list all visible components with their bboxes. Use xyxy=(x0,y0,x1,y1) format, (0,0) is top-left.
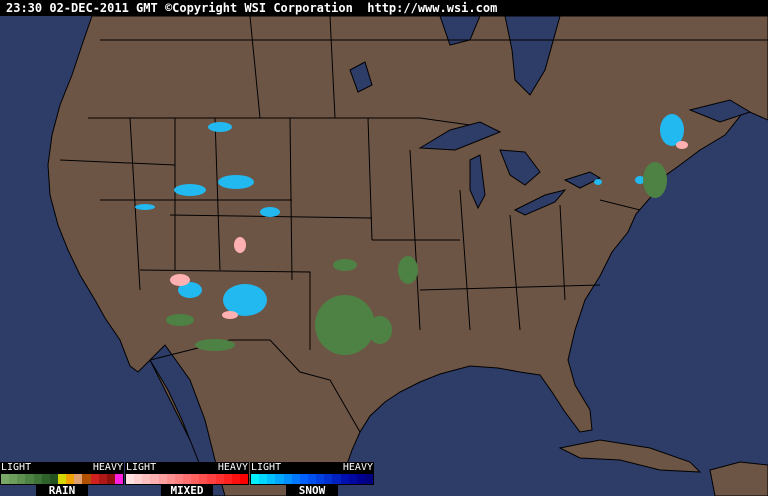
legend-swatch xyxy=(33,474,42,484)
legend-swatch xyxy=(231,474,240,484)
legend-swatch xyxy=(299,474,308,484)
legend-rain: LIGHT HEAVY RAIN xyxy=(0,462,124,496)
legend-swatch xyxy=(199,474,208,484)
legend-swatch xyxy=(174,474,183,484)
legend-mixed: LIGHT HEAVY MIXED xyxy=(125,462,249,496)
legend-heavy-label: HEAVY xyxy=(92,462,123,473)
legend-swatch xyxy=(41,474,50,484)
header-bar: 23:30 02-DEC-2011 GMT ©Copyright WSI Cor… xyxy=(0,0,768,16)
legend-swatch xyxy=(142,474,151,484)
radar-echoes xyxy=(135,114,688,355)
lake-michigan xyxy=(469,154,486,210)
legend-swatch xyxy=(207,474,216,484)
legend-swatch xyxy=(332,474,341,484)
legend-swatch xyxy=(191,474,200,484)
legend-swatch xyxy=(158,474,167,484)
mixed-echoes xyxy=(170,141,688,319)
legend-swatch xyxy=(25,474,34,484)
rain-echoes xyxy=(166,162,667,355)
legend-color-bar xyxy=(0,473,124,485)
cuba xyxy=(558,439,702,473)
legend-title: SNOW xyxy=(286,485,338,496)
legend-swatch xyxy=(267,474,276,484)
legend-swatch xyxy=(9,474,18,484)
legend-swatch xyxy=(316,474,325,484)
legend-swatch xyxy=(57,474,67,484)
legend-title: RAIN xyxy=(36,485,88,496)
legend-swatch xyxy=(49,474,58,484)
legend-swatch xyxy=(364,474,374,484)
legend-swatch xyxy=(1,474,10,484)
legend-swatch xyxy=(74,474,83,484)
legend-swatch xyxy=(291,474,300,484)
legend-heavy-label: HEAVY xyxy=(217,462,248,473)
legend-swatch xyxy=(259,474,268,484)
legend-swatch xyxy=(182,474,192,484)
james-bay xyxy=(504,16,561,96)
legend-swatch xyxy=(17,474,26,484)
legend-heavy-label: HEAVY xyxy=(342,462,373,473)
legend-swatch xyxy=(251,474,260,484)
legend-snow: LIGHT HEAVY SNOW xyxy=(250,462,374,496)
copyright: ©Copyright WSI Corporation xyxy=(164,1,353,15)
legend-swatch xyxy=(82,474,91,484)
us-map xyxy=(0,16,768,496)
legend-swatch xyxy=(66,474,75,484)
legend-swatch xyxy=(150,474,159,484)
snow-echoes xyxy=(135,114,684,316)
legend-swatch xyxy=(275,474,284,484)
lake-winnipeg xyxy=(349,61,373,93)
lake-huron xyxy=(499,149,541,186)
legend-swatch xyxy=(134,474,143,484)
legend-light-label: LIGHT xyxy=(1,462,32,473)
legend-swatch xyxy=(166,474,175,484)
legend-swatch xyxy=(126,474,135,484)
legend-swatch xyxy=(283,474,292,484)
url-link: http://www.wsi.com xyxy=(367,1,498,15)
legend-light-label: LIGHT xyxy=(251,462,282,473)
lake-superior xyxy=(418,121,502,151)
legend-light-label: LIGHT xyxy=(126,462,157,473)
legend-swatch xyxy=(215,474,224,484)
legend-swatch xyxy=(307,474,317,484)
legend-swatch xyxy=(239,474,249,484)
legend-swatch xyxy=(223,474,232,484)
legend-color-bar xyxy=(250,473,374,485)
legend-swatch xyxy=(98,474,107,484)
legend-color-bar xyxy=(125,473,249,485)
legend-swatch xyxy=(324,474,333,484)
legend-swatch xyxy=(340,474,349,484)
gulf-st-lawrence xyxy=(688,99,752,123)
legend-swatch xyxy=(356,474,365,484)
legend-swatch xyxy=(114,474,124,484)
lake-ontario xyxy=(563,171,602,189)
legend-swatch xyxy=(106,474,115,484)
lake-erie xyxy=(513,189,567,216)
legend-swatch xyxy=(348,474,357,484)
legend-title: MIXED xyxy=(161,485,213,496)
legend-swatch xyxy=(90,474,99,484)
gulf-of-california xyxy=(149,344,226,496)
hispaniola xyxy=(709,461,768,496)
timestamp: 23:30 02-DEC-2011 GMT xyxy=(6,1,158,15)
